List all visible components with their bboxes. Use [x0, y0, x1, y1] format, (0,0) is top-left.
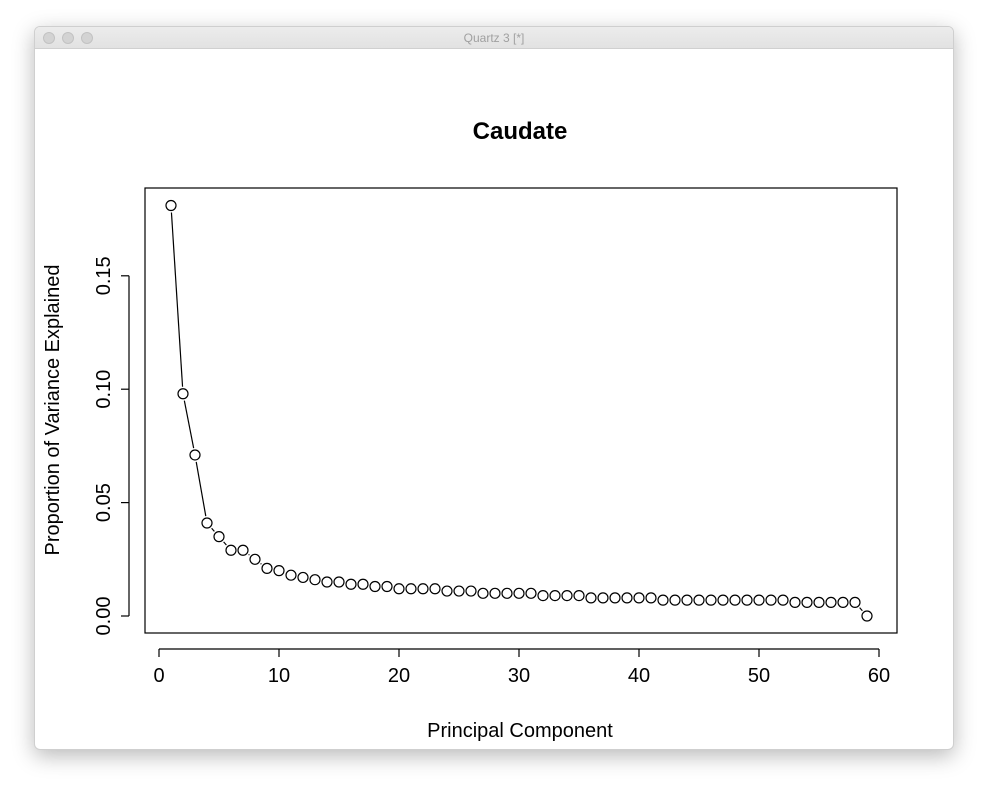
- data-point: [369, 580, 381, 593]
- minimize-window-button[interactable]: [62, 32, 74, 44]
- data-point: [189, 449, 201, 461]
- window-titlebar[interactable]: Quartz 3 [*]: [35, 27, 953, 49]
- data-point: [285, 569, 297, 581]
- plot-frame: [144, 187, 898, 634]
- data-point: [213, 531, 225, 543]
- data-point: [741, 594, 753, 606]
- data-point: [705, 594, 717, 606]
- data-point: [345, 578, 357, 590]
- data-point: [753, 594, 765, 606]
- x-tick-label: 10: [268, 665, 290, 687]
- data-point: [717, 594, 729, 606]
- data-point: [309, 574, 321, 586]
- data-point: [681, 594, 693, 606]
- data-point: [729, 594, 741, 606]
- scree-plot: Caudate Principal Component Proportion o…: [42, 118, 898, 742]
- y-axis-label: Proportion of Variance Explained: [42, 265, 64, 556]
- series-line-segment: [170, 212, 184, 387]
- data-point: [609, 592, 621, 604]
- data-point: [861, 610, 873, 622]
- y-tick-label: 0.00: [93, 597, 115, 636]
- data-point: [417, 583, 429, 595]
- x-tick-label: 40: [628, 665, 650, 687]
- data-point: [777, 594, 789, 606]
- data-point: [489, 587, 501, 599]
- data-point: [633, 592, 645, 604]
- data-point: [825, 596, 837, 608]
- plot-area: Caudate Principal Component Proportion o…: [35, 49, 953, 749]
- data-point: [465, 585, 477, 597]
- data-point: [453, 585, 465, 597]
- data-point: [525, 587, 537, 599]
- data-point: [801, 596, 813, 608]
- data-point: [573, 589, 585, 602]
- data-point: [849, 596, 861, 608]
- series-line-segment: [260, 563, 262, 565]
- data-point: [393, 583, 405, 595]
- data-point: [381, 580, 393, 593]
- data-point: [537, 589, 549, 602]
- data-point: [513, 587, 525, 599]
- data-point: [261, 562, 273, 574]
- data-point: [561, 589, 573, 602]
- x-tick-label: 50: [748, 665, 770, 687]
- zoom-window-button[interactable]: [81, 32, 93, 44]
- data-point: [273, 565, 285, 577]
- series-line-segment: [223, 541, 227, 546]
- data-point: [225, 544, 237, 556]
- data-point: [333, 576, 345, 588]
- quartz-window: Quartz 3 [*] Caudate Principal Component…: [34, 26, 954, 750]
- data-point: [789, 596, 801, 608]
- x-tick-label: 0: [153, 665, 164, 687]
- data-point: [669, 594, 681, 606]
- x-tick-label: 30: [508, 665, 530, 687]
- series-line-segment: [211, 527, 215, 532]
- x-tick-label: 60: [868, 665, 890, 687]
- series-line-segment: [183, 400, 195, 449]
- data-point: [297, 571, 309, 584]
- y-tick-label: 0.05: [93, 483, 115, 522]
- data-point: [429, 583, 441, 595]
- data-point: [321, 576, 333, 588]
- series-line-segment: [248, 553, 250, 556]
- y-tick-label: 0.15: [93, 256, 115, 295]
- chart-title: Caudate: [473, 118, 568, 145]
- x-tick-label: 20: [388, 665, 410, 687]
- data-point: [837, 596, 849, 608]
- data-point: [357, 578, 369, 590]
- data-point: [477, 587, 489, 599]
- close-window-button[interactable]: [43, 32, 55, 44]
- data-point: [657, 594, 669, 606]
- data-point: [501, 587, 513, 599]
- data-point: [237, 544, 249, 556]
- data-point: [405, 583, 417, 595]
- series-line-segment: [195, 461, 207, 517]
- series-line-segment: [859, 607, 863, 612]
- data-point: [693, 594, 705, 606]
- x-axis-label: Principal Component: [427, 720, 613, 742]
- data-point: [201, 517, 213, 529]
- data-point: [765, 594, 777, 606]
- data-point: [585, 592, 597, 604]
- data-point: [597, 592, 609, 604]
- data-point: [645, 592, 657, 604]
- data-point: [249, 553, 261, 565]
- y-tick-label: 0.10: [93, 370, 115, 409]
- data-point: [621, 592, 633, 604]
- window-title: Quartz 3 [*]: [463, 31, 525, 45]
- data-point: [813, 596, 825, 608]
- data-point: [177, 388, 189, 400]
- data-point: [165, 199, 177, 212]
- data-point: [549, 589, 561, 602]
- data-point: [441, 585, 453, 597]
